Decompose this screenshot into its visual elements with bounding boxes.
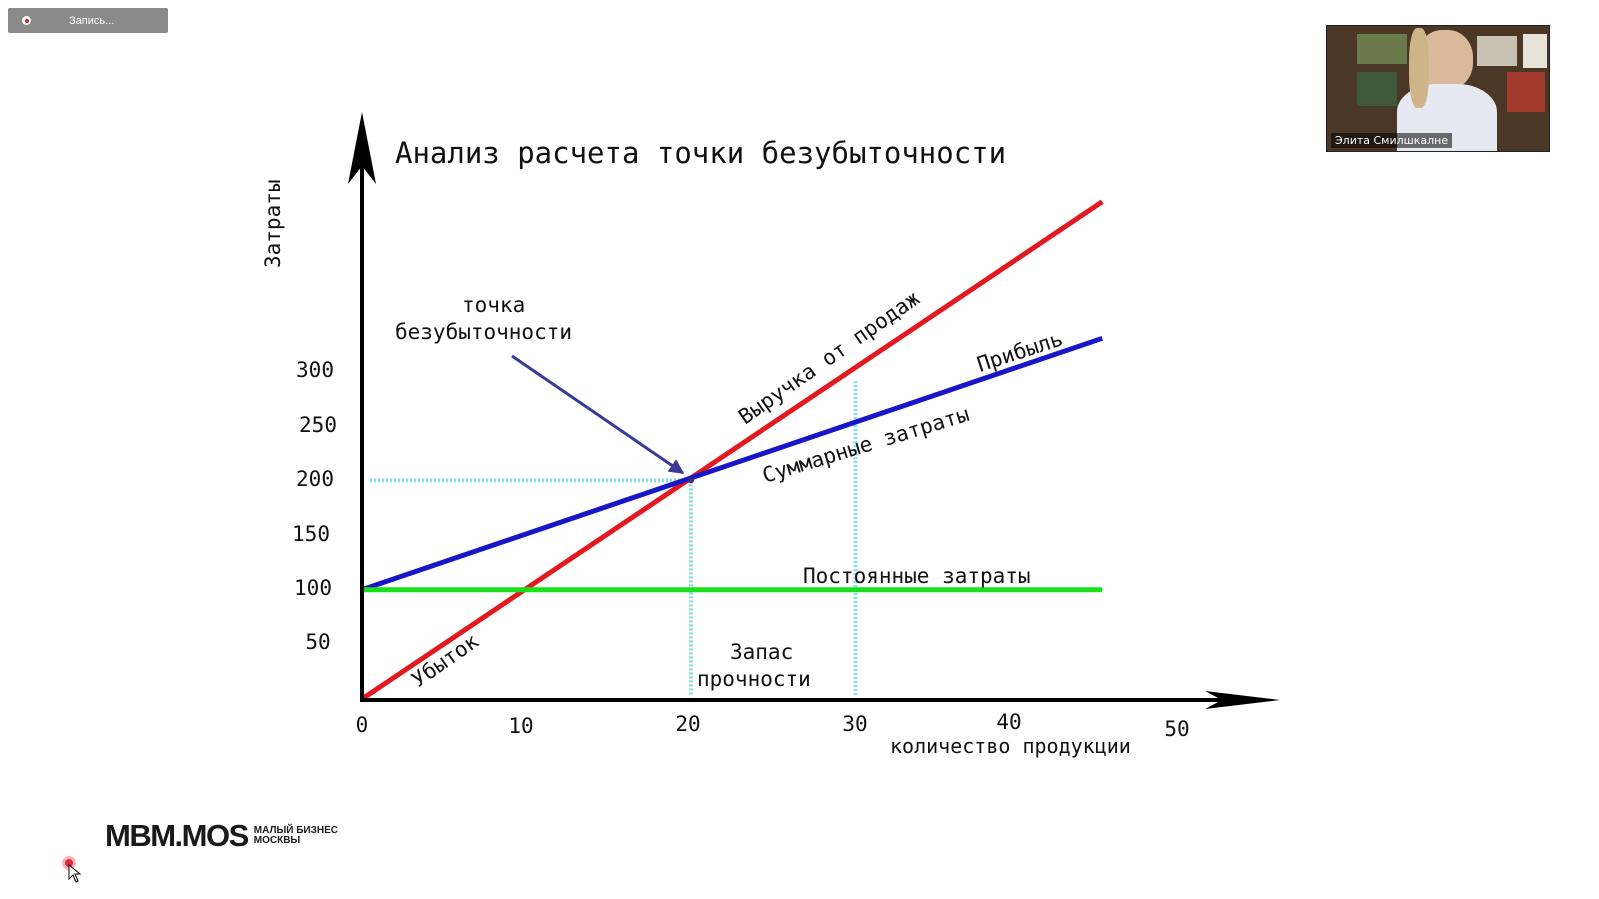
x-tick-label: 20 bbox=[675, 712, 700, 736]
y-tick-label: 200 bbox=[296, 467, 334, 491]
participant-hair bbox=[1409, 28, 1429, 108]
participant-video-tile[interactable]: Элита Смилшкалне bbox=[1326, 25, 1550, 152]
laser-pointer-icon bbox=[62, 856, 76, 870]
series-line-0 bbox=[360, 199, 1104, 702]
record-icon bbox=[22, 16, 31, 25]
recording-indicator[interactable]: Запись... bbox=[8, 8, 168, 33]
chart-title: Анализ расчета точки безубыточности bbox=[395, 136, 1006, 170]
series-label-fixed-costs: Постоянные затраты bbox=[803, 564, 1031, 588]
y-axis-label: Затраты bbox=[261, 179, 285, 268]
y-axis-arrowhead bbox=[348, 112, 376, 184]
annotation-breakeven-line2: безубыточности bbox=[395, 320, 572, 344]
x-tick-label: 0 bbox=[356, 713, 369, 737]
y-tick-label: 250 bbox=[299, 413, 337, 437]
y-tick-label: 150 bbox=[292, 522, 330, 546]
logo-wordmark: MBM.MOS bbox=[105, 818, 249, 853]
annotation-safety-line1: Запас bbox=[730, 640, 793, 664]
recording-label: Запись... bbox=[69, 14, 115, 27]
series-line-1 bbox=[361, 335, 1104, 593]
x-tick-label: 10 bbox=[508, 714, 533, 738]
annotation-profit: Прибыль bbox=[974, 327, 1066, 377]
x-axis-label: количество продукции bbox=[890, 734, 1131, 758]
x-axis-arrowhead bbox=[1205, 691, 1280, 709]
annotation-breakeven-line1: точка bbox=[462, 293, 525, 317]
participant-name: Элита Смилшкалне bbox=[1331, 133, 1453, 148]
mouse-cursor-icon bbox=[68, 864, 82, 883]
logo-subtitle: МАЛЫЙ БИЗНЕС МОСКВЫ bbox=[253, 825, 338, 846]
mbm-logo: MBM.MOS МАЛЫЙ БИЗНЕС МОСКВЫ bbox=[105, 818, 338, 854]
annotation-safety-line2: прочности bbox=[697, 667, 811, 691]
x-tick-label: 30 bbox=[842, 712, 867, 736]
y-tick-label: 100 bbox=[294, 576, 332, 600]
breakeven-point bbox=[688, 477, 694, 484]
breakeven-pointer-arrow bbox=[511, 354, 685, 475]
x-tick-label: 40 bbox=[996, 710, 1021, 734]
y-tick-label: 300 bbox=[296, 358, 334, 382]
y-tick-label: 50 bbox=[305, 630, 330, 654]
x-tick-label: 50 bbox=[1164, 717, 1189, 741]
